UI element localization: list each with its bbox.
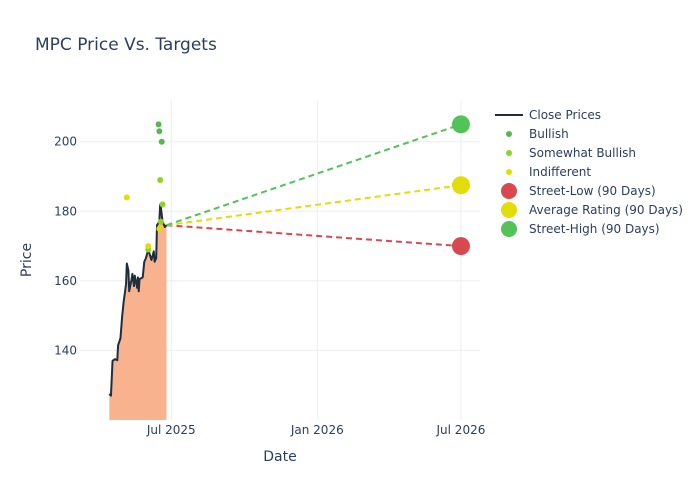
rating-point (158, 138, 165, 145)
legend-swatch (501, 221, 517, 237)
target-marker (451, 237, 470, 256)
y-tick-label: 140 (54, 343, 77, 357)
close-price-line-group (108, 203, 168, 397)
chart-title: MPC Price Vs. Targets (35, 35, 217, 55)
y-axis-title: Price (19, 243, 35, 277)
legend-label: Somewhat Bullish (529, 146, 636, 160)
rating-point (155, 121, 162, 128)
x-tick-label: Jul 2026 (436, 423, 486, 437)
target-line (166, 123, 462, 227)
rating-point (123, 194, 130, 201)
legend-swatch (506, 150, 512, 156)
legend-swatch (506, 169, 512, 175)
rating-point (156, 225, 163, 232)
legend-swatch (506, 131, 512, 137)
y-tick-label: 180 (54, 204, 77, 218)
target-marker (451, 176, 470, 195)
legend: Close Prices Bullish Somewhat Bullish Indif… (495, 108, 683, 237)
rating-point (145, 243, 152, 250)
legend-swatch (501, 202, 517, 218)
axis-ticks: 140 160 180 200 Jul 2025 Jan 2026 Jul 2026 (54, 135, 485, 437)
target-lines (166, 115, 470, 256)
close-price-area (109, 204, 167, 420)
legend-label: Indifferent (529, 165, 591, 179)
target-line (166, 224, 462, 248)
target-line (166, 184, 462, 227)
close-price-fill (109, 204, 167, 420)
y-tick-label: 160 (54, 274, 77, 288)
legend-swatch (501, 183, 517, 199)
legend-label: Close Prices (529, 108, 601, 122)
x-axis-title: Date (263, 449, 296, 465)
rating-point (157, 177, 164, 183)
x-tick-label: Jul 2025 (146, 423, 196, 437)
y-tick-label: 200 (54, 135, 77, 149)
legend-label: Street-High (90 Days) (529, 222, 660, 236)
x-tick-label: Jan 2026 (290, 423, 344, 437)
rating-points (123, 121, 166, 253)
close-price-line (108, 203, 168, 397)
target-marker (451, 115, 470, 134)
legend-label: Street-Low (90 Days) (529, 184, 656, 198)
rating-point (156, 128, 163, 135)
rating-point (159, 201, 166, 208)
legend-label: Bullish (529, 127, 569, 141)
legend-label: Average Rating (90 Days) (529, 203, 683, 217)
rating-point (157, 218, 164, 225)
